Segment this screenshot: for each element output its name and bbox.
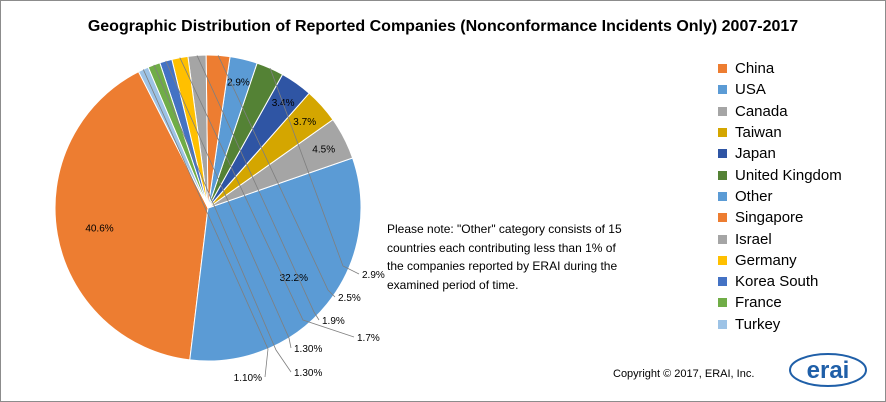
chart-title: Geographic Distribution of Reported Comp… (87, 18, 799, 35)
legend-label: USA (735, 81, 766, 99)
legend-swatch (718, 234, 727, 244)
legend-swatch (718, 255, 727, 265)
legend-label: China (735, 60, 775, 78)
slice-value-label: 1.9% (322, 316, 345, 327)
logo-ring (789, 353, 867, 387)
pie-slice (54, 71, 209, 361)
legend-label: United Kingdom (735, 166, 842, 184)
legend-item: China (718, 58, 842, 79)
leader-line (196, 55, 320, 321)
leader-line (142, 69, 269, 378)
legend-swatch (718, 149, 727, 159)
legend-label: Canada (735, 102, 788, 120)
legend-swatch (718, 277, 727, 287)
legend-label: Israel (735, 230, 772, 248)
slice-value-label: 2.9% (362, 270, 385, 281)
leader-line (217, 55, 336, 298)
legend-item: Japan (718, 143, 842, 164)
slice-value-label: 1.7% (357, 333, 380, 344)
legend-label: Turkey (735, 315, 781, 333)
legend-swatch (718, 170, 727, 180)
chart-legend: China USA Canada Taiwan Japan United Kingdom O… (718, 58, 842, 335)
slice-value-label: 2.9% (227, 78, 250, 89)
legend-swatch (718, 191, 727, 201)
legend-label: France (735, 294, 782, 312)
legend-label: Other (735, 187, 773, 205)
legend-swatch (718, 85, 727, 95)
slice-value-label: 1.10% (234, 373, 262, 384)
slice-value-label: 1.30% (294, 344, 322, 355)
legend-label: Taiwan (735, 124, 782, 142)
legend-item: USA (718, 79, 842, 100)
slice-value-label: 2.5% (338, 293, 361, 304)
slice-value-label: 1.30% (294, 368, 322, 379)
legend-label: Korea South (735, 273, 819, 291)
legend-item: Korea South (718, 271, 842, 292)
legend-item: Taiwan (718, 122, 842, 143)
legend-label: Singapore (735, 209, 804, 227)
legend-item: France (718, 292, 842, 313)
leader-line (165, 60, 292, 349)
legend-item: Germany (718, 250, 842, 271)
slice-value-label: 32.2% (280, 273, 308, 284)
slice-value-label: 4.5% (312, 145, 335, 156)
legend-swatch (718, 319, 727, 329)
slice-value-label: 40.6% (85, 223, 113, 234)
legend-label: Germany (735, 251, 797, 269)
legend-swatch (718, 106, 727, 116)
leader-line (179, 57, 355, 338)
slice-value-label: 3.7% (293, 117, 316, 128)
legend-item: Canada (718, 101, 842, 122)
chart-note: Please note: "Other" category consists o… (387, 222, 622, 292)
leader-line (153, 64, 292, 373)
pie-slice (189, 157, 362, 362)
legend-item: Turkey (718, 314, 842, 335)
legend-swatch (718, 64, 727, 74)
legend-swatch (718, 128, 727, 138)
legend-item: Singapore (718, 207, 842, 228)
legend-item: United Kingdom (718, 164, 842, 185)
legend-swatch (718, 213, 727, 223)
leader-line (269, 68, 360, 275)
legend-label: Japan (735, 145, 776, 163)
copyright-text: Copyright © 2017, ERAI, Inc. (613, 368, 755, 380)
legend-item: Other (718, 186, 842, 207)
erai-logo: erai (789, 353, 867, 387)
pie-slice (137, 66, 209, 209)
logo-text: erai (807, 357, 850, 384)
legend-swatch (718, 298, 727, 308)
legend-item: Israel (718, 228, 842, 249)
